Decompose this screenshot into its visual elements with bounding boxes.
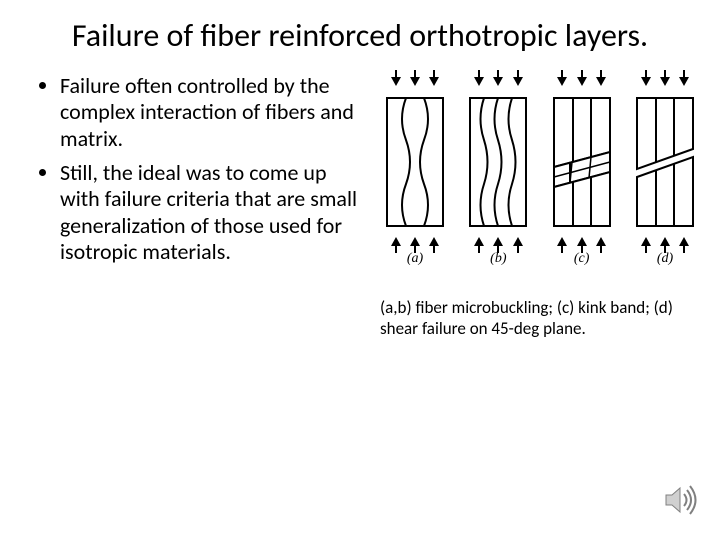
panel-a-svg	[386, 97, 444, 227]
top-arrows	[469, 77, 527, 95]
bottom-arrows	[553, 229, 611, 247]
panel-label: (a)	[407, 251, 423, 267]
panel-label: (c)	[574, 251, 590, 267]
content-area: Failure often controlled by the complex …	[0, 65, 720, 340]
bottom-arrows	[636, 229, 694, 247]
panel-c: (c)	[547, 77, 617, 267]
panel-d: (d)	[630, 77, 700, 267]
speaker-icon	[662, 482, 698, 518]
figure-column: (a) (b	[370, 73, 700, 340]
panel-a: (a)	[380, 77, 450, 267]
panel-c-svg	[553, 97, 611, 227]
bullet-item: Still, the ideal was to come up with fai…	[60, 160, 360, 266]
bullet-list: Failure often controlled by the complex …	[40, 73, 360, 266]
figure-caption: (a,b) fiber microbuckling; (c) kink band…	[380, 297, 700, 340]
top-arrows	[386, 77, 444, 95]
bottom-arrows	[469, 229, 527, 247]
top-arrows	[553, 77, 611, 95]
panel-b: (b)	[463, 77, 533, 267]
bullet-item: Failure often controlled by the complex …	[60, 73, 360, 152]
panel-b-svg	[469, 97, 527, 227]
panel-d-svg	[636, 97, 694, 227]
top-arrows	[636, 77, 694, 95]
panel-label: (b)	[490, 251, 506, 267]
failure-diagram: (a) (b	[380, 77, 700, 267]
bullet-column: Failure often controlled by the complex …	[40, 73, 370, 340]
slide-title: Failure of fiber reinforced orthotropic …	[0, 0, 720, 65]
bottom-arrows	[386, 229, 444, 247]
panel-label: (d)	[657, 251, 673, 267]
